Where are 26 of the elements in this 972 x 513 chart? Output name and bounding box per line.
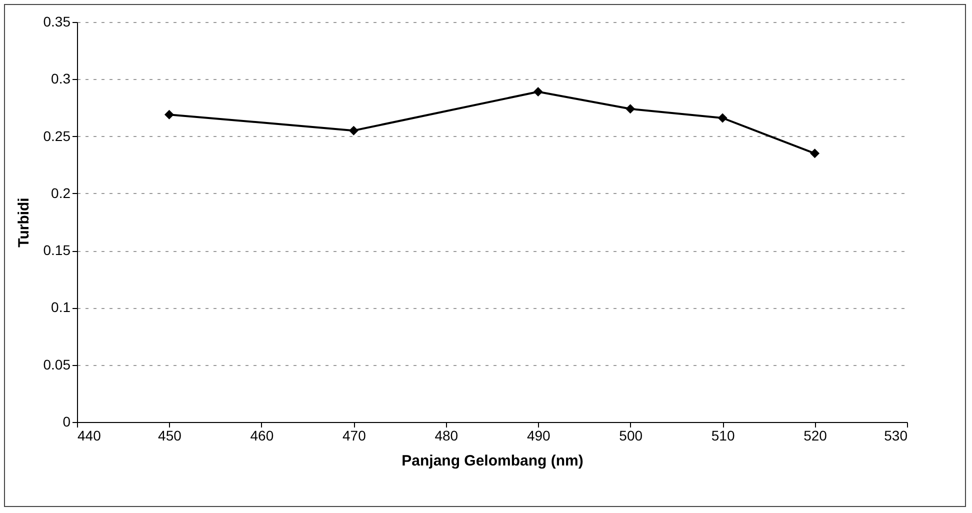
- x-axis-title: Panjang Gelombang (nm): [402, 452, 584, 470]
- y-tick-label: 0.2: [51, 184, 71, 201]
- y-tick-label: 0.15: [43, 242, 71, 258]
- x-tick-label: 450: [158, 428, 182, 444]
- x-tick-label: 490: [526, 428, 551, 444]
- x-tick-label: 480: [434, 428, 458, 444]
- point: [533, 86, 543, 96]
- y-tick-label: 0.05: [43, 356, 71, 372]
- point: [810, 148, 820, 158]
- y-tick-label: 0: [62, 414, 71, 430]
- point: [718, 113, 728, 123]
- y-axis-title: Turbidi: [15, 198, 32, 248]
- x-tick-label: 440: [78, 428, 102, 444]
- point: [164, 110, 174, 120]
- x-tick-label: 530: [884, 428, 908, 444]
- x-tick-label: 510: [711, 428, 735, 444]
- y-tick-label: 0.35: [43, 14, 71, 30]
- x-tick-label: 520: [804, 428, 828, 444]
- x-tick-label: 500: [619, 428, 643, 444]
- x-tick-label: 470: [342, 428, 366, 444]
- y-tick-label: 0.3: [51, 70, 71, 87]
- point: [348, 126, 358, 136]
- x-tick-label: 460: [250, 428, 274, 444]
- point: [626, 104, 636, 114]
- y-tick-label: 0.1: [51, 299, 71, 316]
- y-tick-label: 0.25: [43, 128, 71, 144]
